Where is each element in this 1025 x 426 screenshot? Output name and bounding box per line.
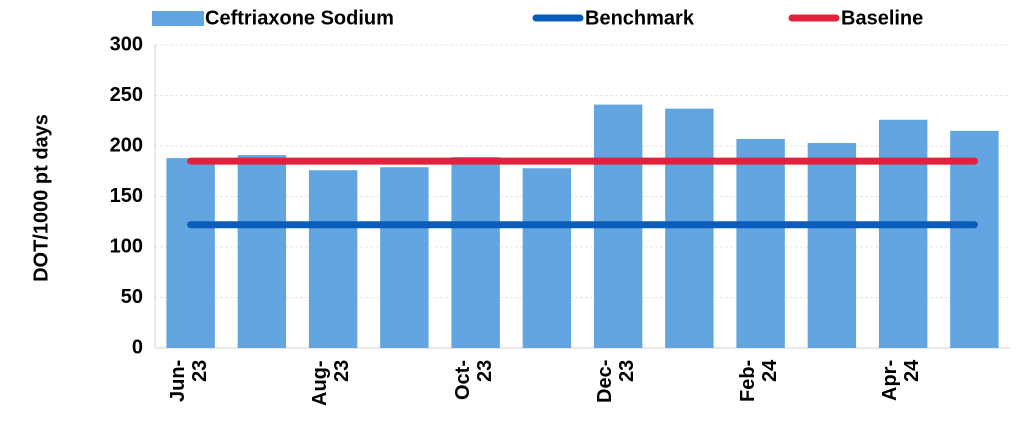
bar xyxy=(380,167,429,348)
y-tick-label: 250 xyxy=(110,84,143,106)
y-tick-label: 0 xyxy=(132,336,143,358)
bar xyxy=(807,142,857,348)
y-tick-label: 200 xyxy=(110,134,143,156)
bar xyxy=(522,168,572,348)
legend-label: Benchmark xyxy=(585,7,695,29)
legend-label: Ceftriaxone Sodium xyxy=(205,7,394,29)
y-tick-label: 100 xyxy=(110,235,143,257)
y-tick-label: 50 xyxy=(121,286,143,308)
y-axis-label: DOT/1000 pt days xyxy=(30,114,52,282)
bar xyxy=(950,130,999,348)
legend-label: Baseline xyxy=(841,7,923,29)
x-tick-label: Aug-23 xyxy=(309,360,354,406)
bar xyxy=(665,108,714,348)
x-tick-label: Jun-23 xyxy=(166,360,211,403)
bar xyxy=(166,158,215,348)
y-tick-label: 300 xyxy=(110,33,143,55)
y-tick-label: 150 xyxy=(110,185,143,207)
bar xyxy=(878,119,928,349)
x-tick-label: Apr-24 xyxy=(879,360,924,402)
legend-swatch xyxy=(152,11,204,26)
bar xyxy=(736,138,785,348)
bar xyxy=(237,155,287,348)
x-tick-label: Oct-23 xyxy=(451,360,496,400)
bar xyxy=(451,157,500,348)
x-tick-label: Dec-23 xyxy=(594,360,639,404)
x-tick-label: Feb-24 xyxy=(736,360,781,403)
bar xyxy=(308,170,358,348)
